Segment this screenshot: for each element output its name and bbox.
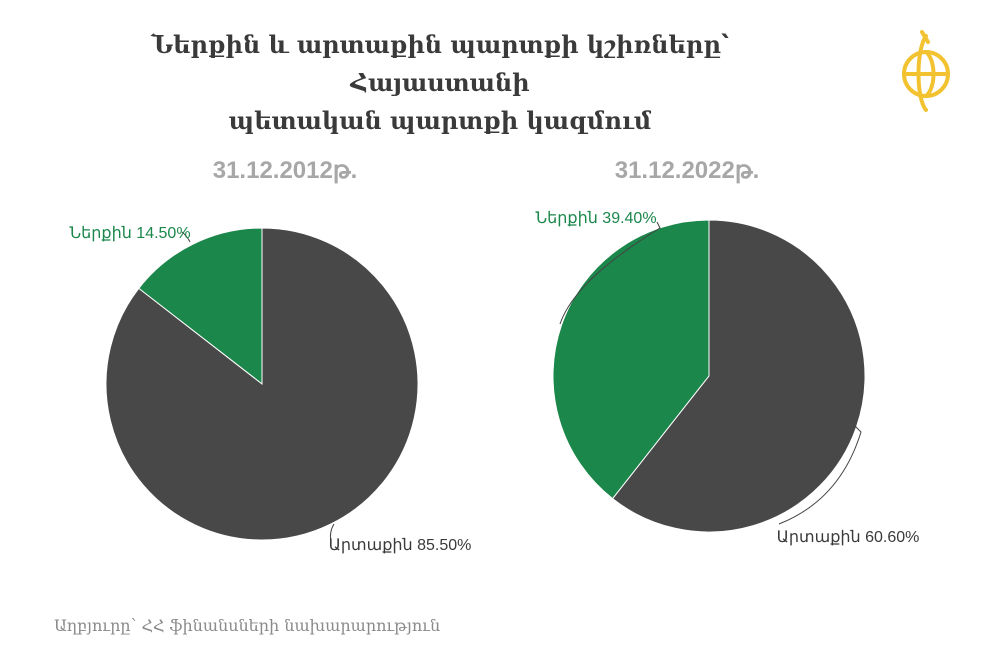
label-leader-line: [181, 231, 191, 243]
pie-slice-internal: [138, 227, 263, 386]
data-label-internal: Ներքին 14.50%: [69, 225, 190, 242]
source-note: Աղբյուրը՝ ՀՀ ֆինանսների նախարարություն: [54, 616, 441, 635]
chart-title-line-2: պետական պարտքի կազմում: [228, 106, 652, 135]
label-leader-line: [559, 221, 661, 325]
data-label-internal: Ներքին 39.40%: [535, 210, 656, 227]
data-label-external: Արտաքին 60.60%: [777, 529, 920, 546]
label-leader-line: [329, 523, 335, 543]
label-leader-line: [778, 425, 862, 525]
pie-chart-2: 31.12.2022թ. Ներքին 39.40% Արտաքին 60.60%: [535, 157, 919, 546]
chart-title-line-1: Ներքին և արտաքին պարտքի կշիռները՝ Հայաստ…: [151, 30, 729, 97]
pie-chart-title: 31.12.2012թ.: [213, 157, 358, 184]
pie-slice-external: [105, 227, 419, 541]
globe-emblem-icon: [902, 30, 950, 112]
chart-title: Ներքին և արտաքին պարտքի կշիռները՝ Հայաստ…: [60, 26, 820, 140]
data-label-external: Արտաքին 85.50%: [329, 537, 472, 554]
pie-chart-title: 31.12.2022թ.: [615, 157, 760, 184]
pie-chart-1: 31.12.2012թ. Ներքին 14.50% Արտաքին 85.50%: [69, 157, 471, 554]
